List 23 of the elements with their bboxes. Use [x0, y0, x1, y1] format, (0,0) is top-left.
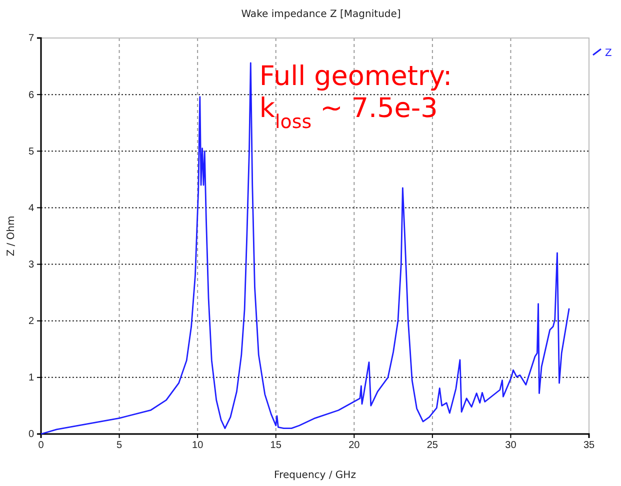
annotation: Full geometry: — [259, 61, 452, 92]
x-tick-label: 35 — [583, 440, 595, 452]
x-axis-title: Frequency / GHz — [274, 470, 356, 481]
x-tick-label: 5 — [116, 440, 123, 452]
y-tick-label: 6 — [28, 90, 34, 101]
x-tick-label: 30 — [505, 440, 517, 452]
x-tick-label: 0 — [38, 440, 44, 452]
y-tick-label: 5 — [28, 146, 34, 158]
y-tick-label: 3 — [28, 259, 34, 270]
y-tick-label: 4 — [28, 202, 34, 214]
y-axis-title: Z / Ohm — [6, 216, 17, 256]
legend-label: Z — [605, 48, 612, 59]
x-tick-label: 15 — [270, 440, 282, 452]
chart-title: Wake impedance Z [Magnitude] — [241, 9, 401, 20]
x-tick-label: 25 — [426, 440, 438, 452]
annotation: k$_{loss}$ ~ 7.5e-3 — [259, 93, 438, 133]
y-tick-label: 0 — [28, 429, 34, 440]
line-series — [40, 62, 570, 435]
x-tick-label: 20 — [348, 440, 360, 452]
x-tick-label: 10 — [192, 440, 204, 452]
y-tick-label: 7 — [28, 33, 34, 44]
y-tick-label: 2 — [28, 316, 34, 328]
y-tick-label: 1 — [28, 372, 34, 384]
